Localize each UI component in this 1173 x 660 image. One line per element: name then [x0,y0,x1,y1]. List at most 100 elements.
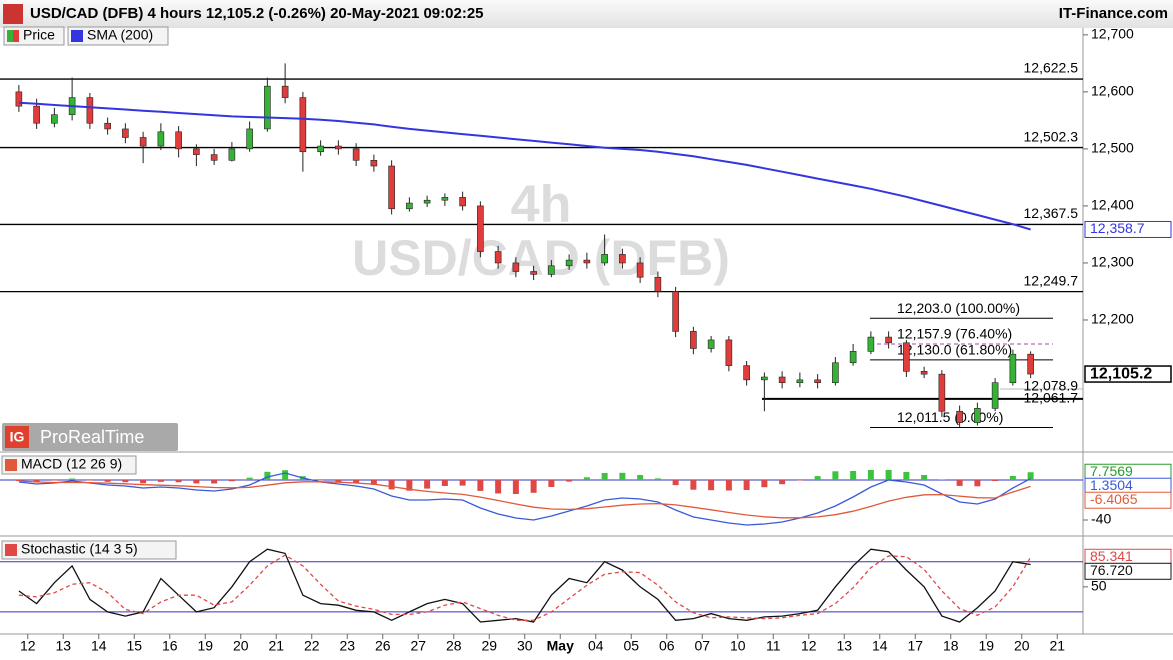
x-tick-label: 15 [126,638,142,654]
support-label: 12,061.7 [1024,390,1079,406]
x-tick-label: 20 [1014,638,1030,654]
histogram-bar [903,472,910,480]
histogram-bar [353,480,360,483]
candle-body [512,262,520,272]
last-value-label: 1.3504 [1090,477,1133,493]
candle-body [867,336,875,352]
candle-body [814,379,821,384]
candle-body [175,131,182,150]
candle-body [494,251,502,264]
level-label: 12,249.7 [1024,272,1079,288]
histogram-bar [317,480,324,481]
candle-body [885,336,892,344]
histogram-bar [51,480,58,481]
histogram-bar [708,480,715,491]
candle-body [619,254,626,264]
indicator-line [18,480,1031,519]
brand-logo: IG ProRealTime [2,423,178,451]
histogram-bar [601,473,608,480]
candle-body [565,259,573,267]
histogram-bar [637,475,644,480]
candle-body [583,259,591,264]
x-tick-label: 19 [978,638,994,654]
legend-frame [67,26,169,46]
level-label: 12,622.5 [1024,60,1079,76]
watermark: 4h USD/CAD (DFB) [352,176,730,286]
candle-body [317,145,324,153]
fib-label: 12,011.5 (0.00%) [897,409,1003,425]
histogram-bar [104,480,111,482]
histogram-bar [921,475,928,480]
candle-body [370,160,378,167]
y-tick-label: 12,500 [1091,140,1134,156]
histogram-bar [282,470,289,480]
histogram-bar [743,480,750,490]
sma-line [18,101,1031,231]
candle-body [15,91,23,107]
histogram-bar [495,480,502,494]
candle-body [299,97,307,153]
candle-body [281,85,289,98]
last-value-label: 12,105.2 [1090,365,1152,382]
histogram-bar [246,477,253,480]
candle-body [654,276,662,292]
candle-body [210,154,218,161]
legend-label: Price [23,27,55,43]
x-tick-label: 04 [588,638,604,654]
histogram-bar [1027,472,1034,480]
indicator-line [18,554,1032,621]
x-tick-label: 29 [481,638,497,654]
histogram-bar [619,472,626,480]
legend-label: SMA (200) [87,27,153,43]
candle-body [601,254,608,264]
y-tick-label: 12,700 [1091,26,1134,42]
level-label: 12,502.3 [1024,128,1079,144]
candle-body [335,145,342,150]
x-tick-label: 18 [943,638,959,654]
histogram-bar [867,470,874,480]
histogram-bar [814,476,821,480]
candle-body [530,271,537,275]
x-tick-label: 28 [446,638,462,654]
last-value-label: 12,358.7 [1090,220,1145,236]
candle-body [938,373,946,412]
histogram-bar [86,480,93,481]
x-tick-label: 16 [162,638,178,654]
histogram-bar [1009,476,1016,480]
histogram-bar [33,480,40,482]
logo: IG [10,429,25,445]
x-tick-label: 06 [659,638,675,654]
x-tick-label: 22 [304,638,320,654]
indicator-line [18,548,1031,623]
x-tick-label: 12 [20,638,36,654]
candle-body [761,376,768,381]
candle-body [459,197,466,207]
x-tick-label: 21 [268,638,284,654]
histogram-bar [69,478,76,480]
histogram-bar [388,480,395,490]
histogram-bar [264,471,271,480]
histogram-bar [193,480,200,484]
histogram-bar [477,480,484,491]
histogram-bar [335,480,342,482]
candle-body [51,114,58,124]
x-tick-label: 19 [197,638,213,654]
histogram-bar [459,480,466,486]
candle-body [743,365,750,381]
last-value-box [1084,491,1172,509]
fib-label: 12,157.9 (76.40%) [897,326,1012,342]
x-tick-label: 26 [375,638,391,654]
candle-body [193,148,200,155]
demo-icon [3,4,23,24]
x-tick-label: 17 [907,638,923,654]
candle-body [157,131,165,147]
histogram-bar [406,480,413,491]
x-tick-label: 30 [517,638,533,654]
histogram-bar [530,480,537,493]
histogram-bar [690,480,697,490]
indicator-title: Stochastic (14 3 5) [21,541,138,557]
level-label: 12,367.5 [1024,205,1079,221]
histogram-bar [992,480,999,481]
support-label: 12,078.9 [1024,378,1079,394]
